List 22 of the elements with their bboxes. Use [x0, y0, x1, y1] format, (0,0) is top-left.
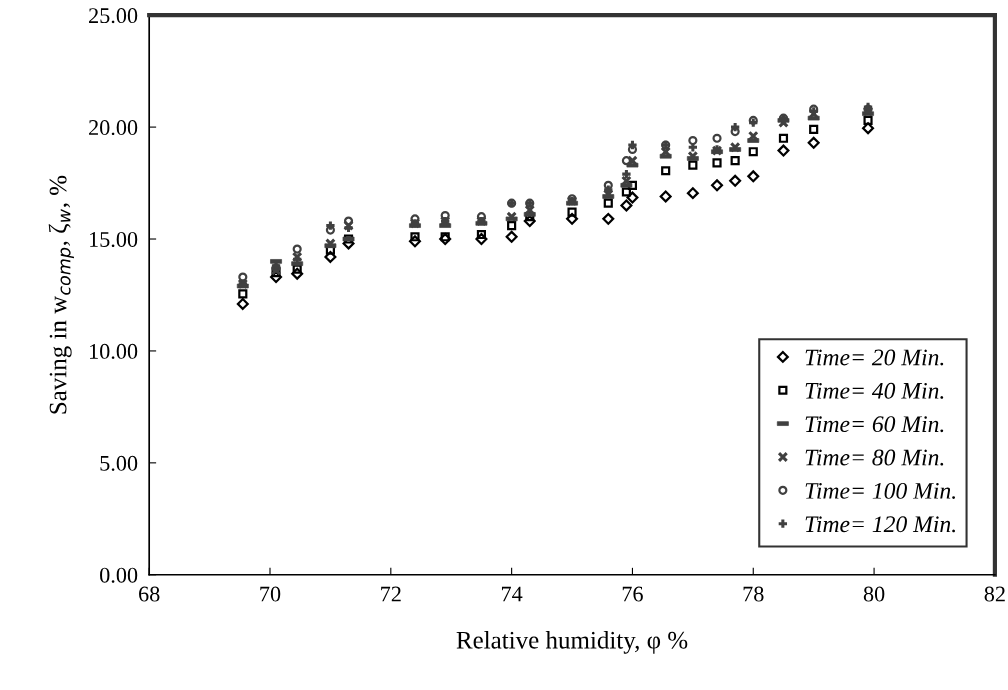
y-tick-label: 10.00	[90, 343, 138, 359]
x-tick-label: 70	[260, 586, 281, 602]
x-tick-label: 68	[139, 586, 160, 602]
legend-label: Time= 20 Min.	[805, 349, 944, 366]
x-tick-label: 80	[863, 586, 885, 602]
legend-label: Time= 60 Min.	[805, 416, 944, 433]
legend-label: Time= 40 Min.	[805, 382, 944, 399]
legend-label: Time= 100 Min.	[805, 482, 955, 499]
y-tick-label: 5.00	[100, 455, 138, 471]
y-tick-label: 15.00	[90, 231, 138, 248]
y-tick-label: 20.00	[89, 120, 138, 136]
x-axis-title: Relative humidity, φ %	[456, 631, 688, 654]
x-tick-label: 76	[622, 586, 643, 602]
legend-label: Time= 120 Min.	[805, 516, 955, 533]
x-tick-label: 74	[501, 586, 523, 602]
x-tick-label: 72	[381, 586, 401, 602]
legend-label: Time= 80 Min.	[805, 449, 944, 466]
y-tick-label: 0.00	[100, 567, 138, 583]
y-tick-label: 25.00	[89, 8, 138, 24]
x-tick-label: 82	[984, 586, 1005, 602]
y-axis-title: Saving in w$_{comp}$, ζ$_{w}$, %	[48, 175, 74, 414]
x-tick-label: 78	[743, 586, 764, 602]
